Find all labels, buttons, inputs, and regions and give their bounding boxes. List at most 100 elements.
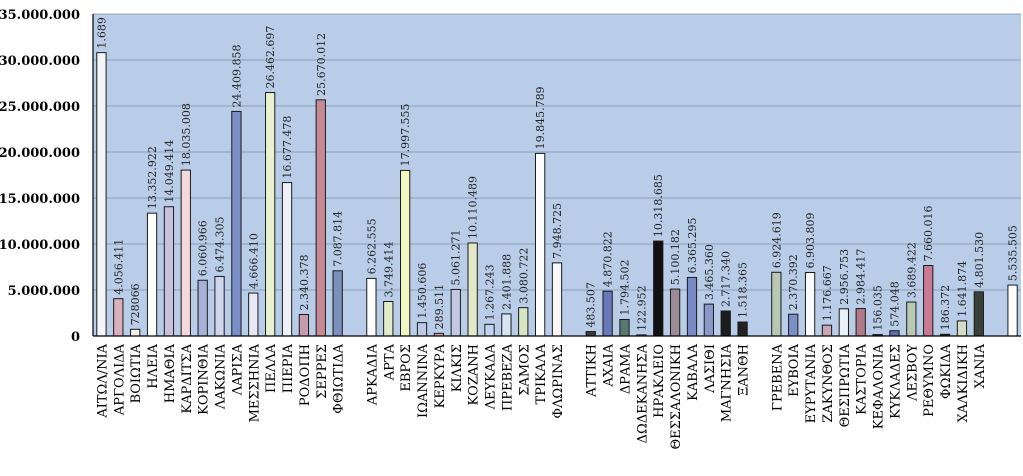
bar — [180, 169, 191, 337]
x-tick-label: ΖΑΚΥΝΘΟΣ — [821, 344, 836, 423]
x-tick-label: ΣΑΜΟΣ — [517, 344, 532, 396]
x-tick-label: ΑΤΤΙΚΗ — [585, 344, 600, 398]
bar — [146, 212, 158, 337]
x-tick-label: ΘΕΣΠΡΩΤΙΑ — [838, 343, 853, 427]
x-axis-tick-labels: ΑΙΤΩΛ/ΝΙΑ ΑΡΓΟΛΙΔΑ ΒΟΙΩΤΙΑ ΗΛΕΙΑ ΗΜΑΘΙΑ ΚΑΡΔΙ… — [95, 343, 987, 449]
data-label: 25.670.012 — [315, 33, 328, 96]
data-label: 4.870.822 — [602, 231, 615, 287]
data-label: 2.717.340 — [720, 251, 733, 307]
bar — [973, 291, 984, 337]
data-label: 4.666.410 — [247, 233, 260, 289]
bar — [248, 292, 259, 337]
bar — [467, 242, 478, 337]
x-tick-label: ΕΒΡΟΣ — [399, 344, 414, 392]
x-tick-label: ΦΛΩΡΙΝΑΣ — [551, 344, 566, 419]
data-label: 483.507 — [585, 282, 598, 328]
data-label: 18.035.008 — [180, 103, 193, 166]
x-tick-label: ΠΡΕΒΕΖΑ — [500, 343, 515, 411]
data-label: 728066 — [129, 283, 142, 325]
data-label: 24.409.858 — [230, 44, 243, 107]
data-label: 6.903.809 — [804, 213, 817, 269]
x-tick-label: ΧΑΛΚΙΔΙΚΗ — [956, 344, 971, 422]
bar — [400, 169, 411, 337]
data-label: 13.352.922 — [146, 146, 159, 209]
data-label: 122.952 — [635, 285, 648, 331]
bar — [450, 288, 461, 337]
bar — [703, 303, 714, 337]
bar — [315, 99, 326, 337]
x-tick-label: ΔΡΑΜΑ — [618, 343, 633, 394]
x-tick-label: ΜΑΓΝΗΣΙΑ — [720, 343, 735, 422]
bar — [265, 92, 276, 337]
x-tick-label: ΑΡΚΑΔΙΑ — [365, 343, 380, 406]
data-label: 1.518.365 — [737, 262, 750, 318]
x-tick-label: ΕΥΡΥΤΑΝΙΑ — [804, 343, 819, 423]
x-tick-label: ΑΡΤΑ — [382, 343, 397, 381]
data-label: 19.845.789 — [534, 86, 547, 149]
x-tick-label: ΛΑΣΙΘΙ — [703, 344, 718, 394]
bar — [96, 52, 107, 337]
x-tick-label: ΚΟΡΙΝΘΙΑ — [197, 343, 212, 414]
x-tick-label: ΚΕΡΚΥΡΑ — [433, 343, 448, 408]
bar — [804, 271, 816, 337]
bar — [416, 322, 428, 337]
data-label: 3.749.414 — [382, 242, 395, 298]
x-tick-label: ΑΧΑΙΑ — [602, 343, 617, 387]
x-tick-label: ΑΡΓΟΛΙΔΑ — [112, 343, 127, 416]
gridlines — [93, 13, 1021, 291]
data-label: 17.997.555 — [399, 103, 412, 166]
bar — [771, 271, 782, 337]
x-tick-label: ΦΩΚΙΔΑ — [939, 343, 954, 399]
data-label: 156.035 — [872, 285, 885, 331]
x-tick-label: ΜΕΣΣΗΝΙΑ — [247, 343, 262, 422]
bar — [906, 301, 917, 337]
bar — [484, 323, 495, 337]
data-label: 14.049.414 — [163, 140, 176, 203]
bar — [501, 313, 512, 337]
bar — [281, 182, 293, 337]
data-label: 5.100.182 — [669, 229, 682, 285]
y-tick-label: 0 — [71, 330, 80, 345]
bar — [197, 279, 208, 337]
bar — [383, 301, 394, 337]
x-tick-label: ΗΛΕΙΑ — [146, 343, 161, 388]
bar — [366, 277, 377, 337]
data-label: 1.641.874 — [956, 261, 969, 317]
x-tick-label: ΚΑΡΔΙΤΣΑ — [180, 343, 195, 413]
bar — [821, 324, 833, 337]
data-label: 1.176.667 — [821, 265, 834, 321]
x-tick-label: ΚΟΖΑΝΗ — [467, 344, 482, 406]
data-label: 3.080.722 — [517, 248, 530, 304]
bar — [889, 330, 900, 337]
bar — [214, 275, 225, 337]
data-label: 6.474.305 — [214, 216, 227, 272]
data-label: 4.056.411 — [112, 239, 125, 295]
data-label: 7.087.814 — [332, 211, 345, 267]
x-tick-label: ΗΜΑΘΙΑ — [163, 343, 178, 403]
bar — [855, 308, 866, 337]
data-label: 3.465.360 — [703, 244, 716, 300]
y-tick-label: 30.000.000 — [0, 54, 80, 69]
x-tick-label: ΘΕΣΣΑΛΟΝΙΚΗ — [669, 344, 684, 450]
data-label: 26.462.697 — [264, 26, 277, 89]
bar — [619, 318, 630, 337]
bar — [113, 298, 124, 337]
bar — [231, 110, 242, 337]
x-tick-label: ΤΡΙΚΑΛΑ — [534, 343, 549, 404]
data-label: 16.677.478 — [281, 116, 294, 179]
bars — [96, 52, 1018, 337]
bar — [585, 331, 596, 337]
data-label: 2.370.392 — [787, 254, 800, 310]
x-tick-label: ΗΡΑΚΛΕΙΟ — [652, 344, 667, 418]
data-label: 10.318.685 — [652, 174, 665, 237]
x-tick-label: ΚΕΦΑΛΟΝΙΑ — [872, 343, 887, 429]
x-tick-label: ΛΕΣΒΟΥ — [905, 344, 920, 402]
data-label: 2.401.888 — [500, 254, 513, 310]
bar — [956, 320, 968, 337]
data-label: 6.924.619 — [770, 212, 783, 268]
x-tick-label: ΚΥΚΛΑΔΕΣ — [888, 344, 903, 419]
data-label: 6.365.295 — [686, 217, 699, 273]
x-tick-label: ΧΑΝΙΑ — [973, 343, 988, 388]
data-label: 6.262.555 — [365, 218, 378, 274]
